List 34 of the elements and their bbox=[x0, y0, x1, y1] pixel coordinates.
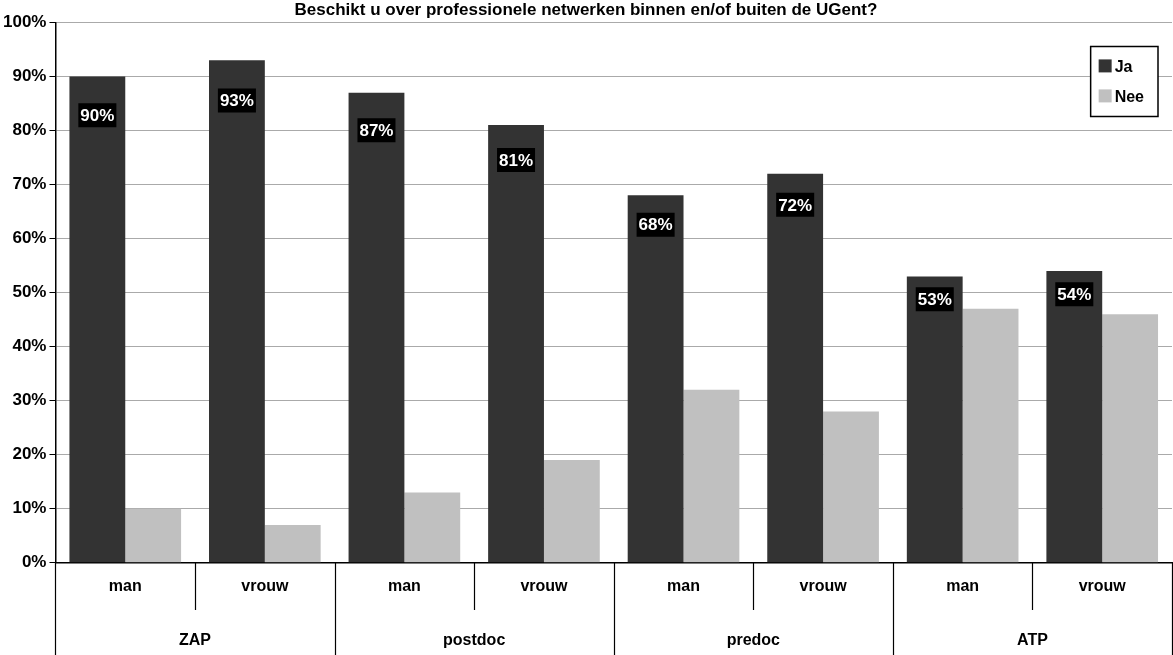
y-tick-label: 100% bbox=[3, 12, 47, 32]
y-tick-label: 80% bbox=[12, 120, 47, 140]
text: ATP bbox=[1017, 631, 1049, 649]
x-tick-label: vrouw bbox=[1078, 576, 1127, 594]
x-tick-label: vrouw bbox=[241, 576, 289, 594]
text: predoc bbox=[726, 631, 781, 649]
x-tick-label: man bbox=[108, 576, 142, 594]
x-tick-label: vrouw bbox=[799, 576, 848, 594]
x-tick-label: man bbox=[387, 576, 421, 594]
y-tick-label: 0% bbox=[21, 552, 47, 572]
text: ZAP bbox=[179, 631, 212, 649]
y-tick-label: 20% bbox=[12, 444, 47, 464]
x-tick-label: man bbox=[946, 576, 980, 594]
y-tick-label: 10% bbox=[12, 498, 47, 518]
data-label: 53% bbox=[917, 289, 952, 309]
data-label: 72% bbox=[778, 195, 813, 215]
y-tick-label: 90% bbox=[12, 66, 47, 86]
y-tick-label: 50% bbox=[12, 282, 47, 302]
y-tick-label: 30% bbox=[12, 390, 47, 410]
data-label: 81% bbox=[499, 150, 534, 170]
y-tick-label: 60% bbox=[12, 228, 47, 248]
data-label: 90% bbox=[80, 106, 115, 126]
x-tick-label: vrouw bbox=[520, 576, 569, 594]
x-tick-label: man bbox=[667, 576, 700, 594]
data-label: 93% bbox=[219, 91, 254, 111]
y-tick-label: 40% bbox=[12, 336, 47, 356]
data-label: 87% bbox=[359, 120, 394, 140]
legend-label: Nee bbox=[1114, 87, 1145, 105]
legend-label: Ja bbox=[1114, 57, 1133, 75]
data-label: 68% bbox=[638, 215, 673, 235]
text: postdoc bbox=[443, 631, 506, 649]
y-tick-label: 70% bbox=[12, 174, 47, 194]
chart-title: Beschikt u over professionele netwerken binnen en/of buiten de UGent? bbox=[294, 0, 878, 19]
data-label: 54% bbox=[1057, 285, 1092, 305]
